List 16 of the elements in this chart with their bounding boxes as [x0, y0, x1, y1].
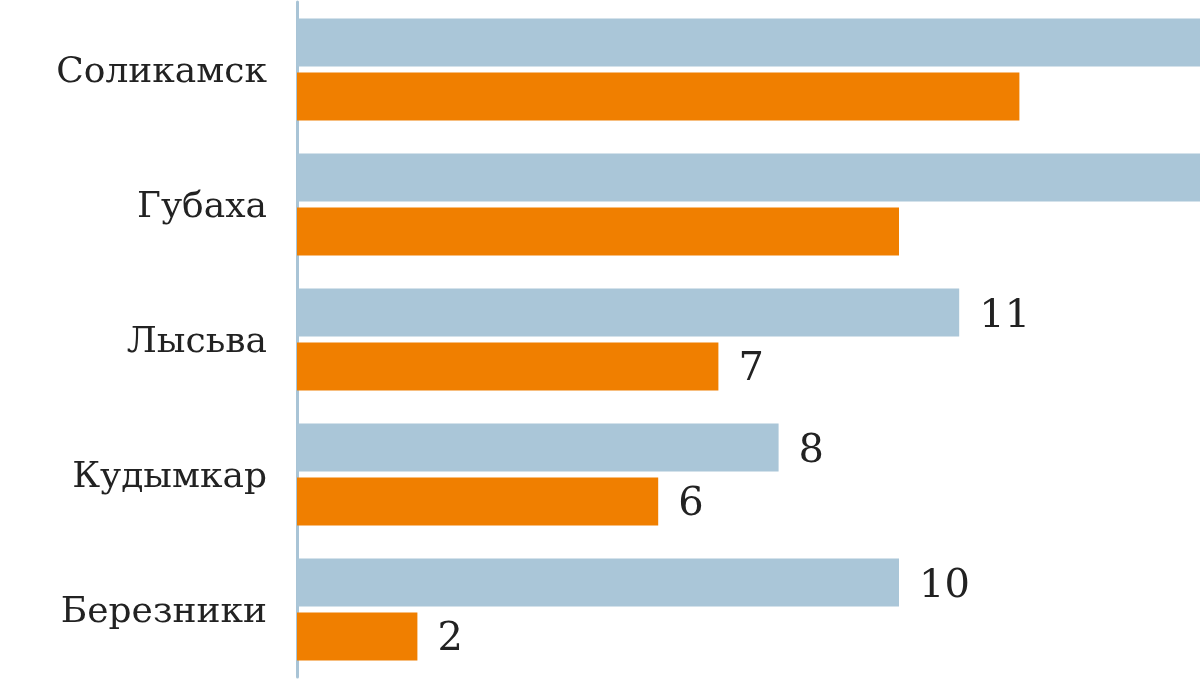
bar: [297, 342, 719, 391]
data-label: 8: [798, 424, 825, 471]
y-tick-label: Соликамск: [56, 49, 268, 90]
data-label: 7: [738, 343, 764, 390]
bar: [297, 72, 1020, 121]
data-label: 6: [678, 478, 704, 525]
data-label: 10: [919, 559, 970, 606]
data-label: 2: [437, 613, 463, 660]
y-tick-label: Березники: [60, 589, 267, 630]
bar: [297, 207, 899, 256]
bar: [297, 612, 418, 661]
y-tick-label: Лысьва: [126, 319, 267, 360]
data-label: 11: [979, 289, 1031, 336]
y-tick-label: Кудымкар: [72, 454, 267, 495]
bar: [297, 477, 659, 526]
y-tick-label: Губаха: [137, 184, 267, 225]
